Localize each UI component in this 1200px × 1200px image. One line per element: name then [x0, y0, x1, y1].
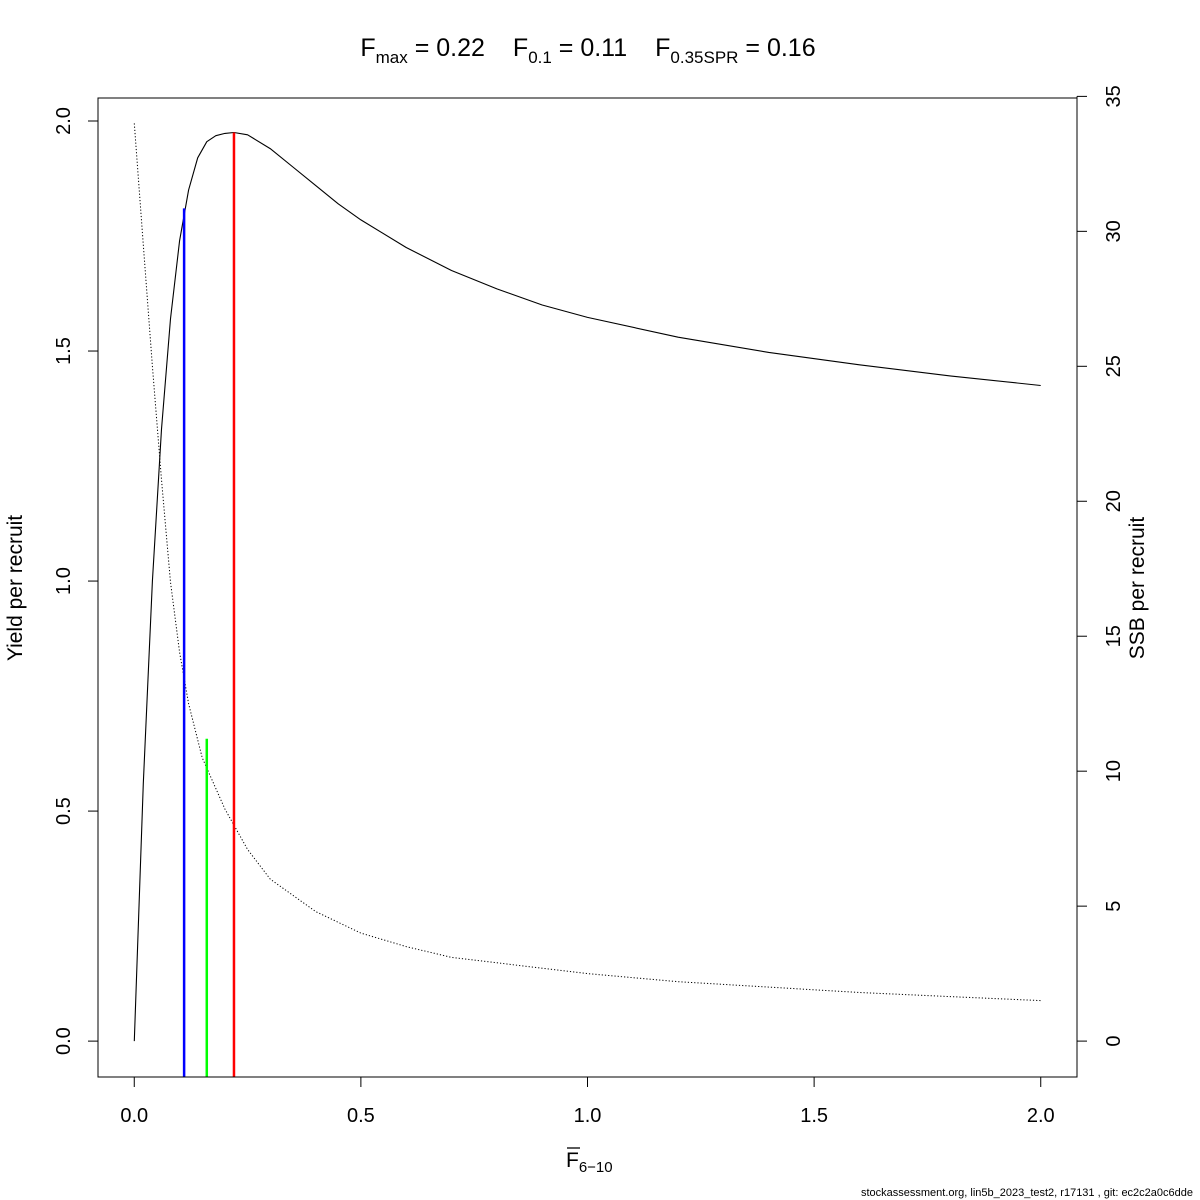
x-axis-label-text: F6−10: [566, 1149, 613, 1176]
y-left-axis-label: Yield per recruit: [4, 515, 27, 661]
x-tick-label: 0.0: [120, 1105, 148, 1127]
title-fmax-value: = 0.22: [408, 34, 485, 62]
x-label-base: F: [566, 1149, 579, 1172]
y-right-tick-label: 35: [1103, 85, 1125, 107]
series-layer: [133, 123, 1041, 1042]
y-left-axis: 0.0 0.5 1.0 1.5 2.0: [53, 107, 99, 1055]
y-right-tick-label: 10: [1103, 760, 1125, 782]
y-right-tick-label: 20: [1103, 490, 1125, 512]
y-right-tick-label: 0: [1103, 1036, 1125, 1047]
title-f01-value: = 0.11: [552, 34, 627, 62]
title-f01-base: F: [513, 34, 528, 62]
y-right-tick-label: 25: [1103, 355, 1125, 377]
yield-per-recruit-line: [133, 131, 1041, 1042]
x-tick-label: 1.5: [800, 1105, 828, 1127]
title-fmax-base: F: [360, 34, 375, 62]
reference-lines: [182, 132, 236, 1077]
ssb-per-recruit-line: [133, 123, 1041, 1002]
y-right-axis: 0 5 10 15 20 25 30 35: [1076, 85, 1125, 1047]
x-tick-label: 2.0: [1027, 1105, 1055, 1127]
y-left-tick-label: 0.5: [53, 797, 75, 825]
y-right-tick-label: 30: [1103, 220, 1125, 242]
y-left-tick-label: 2.0: [53, 107, 75, 135]
title-fspr-value: = 0.16: [738, 34, 815, 62]
x-tick-label: 1.0: [574, 1105, 602, 1127]
y-right-tick-label: 15: [1103, 625, 1125, 647]
title-f01-sub: 0.1: [528, 48, 552, 67]
y-left-tick-label: 1.5: [53, 337, 75, 365]
y-left-tick-label: 1.0: [53, 567, 75, 595]
x-label-sub: 6−10: [579, 1159, 613, 1176]
x-axis-label: F6−10: [566, 1147, 613, 1176]
x-tick-label: 0.5: [347, 1105, 375, 1127]
y-right-axis-label: SSB per recruit: [1126, 517, 1149, 660]
title-fspr-sub: 0.35SPR: [670, 48, 738, 67]
y-left-tick-label: 0.0: [53, 1027, 75, 1055]
x-axis: 0.0 0.5 1.0 1.5 2.0: [120, 1076, 1055, 1127]
title-fspr-base: F: [655, 34, 670, 62]
y-right-tick-label: 5: [1103, 901, 1125, 912]
title-fmax-sub: max: [376, 48, 409, 67]
footer-credit: stockassessment.org, lin5b_2023_test2, r…: [861, 1187, 1193, 1199]
chart-title: Fmax = 0.22 F0.1 = 0.11 F0.35SPR = 0.16: [360, 34, 815, 67]
